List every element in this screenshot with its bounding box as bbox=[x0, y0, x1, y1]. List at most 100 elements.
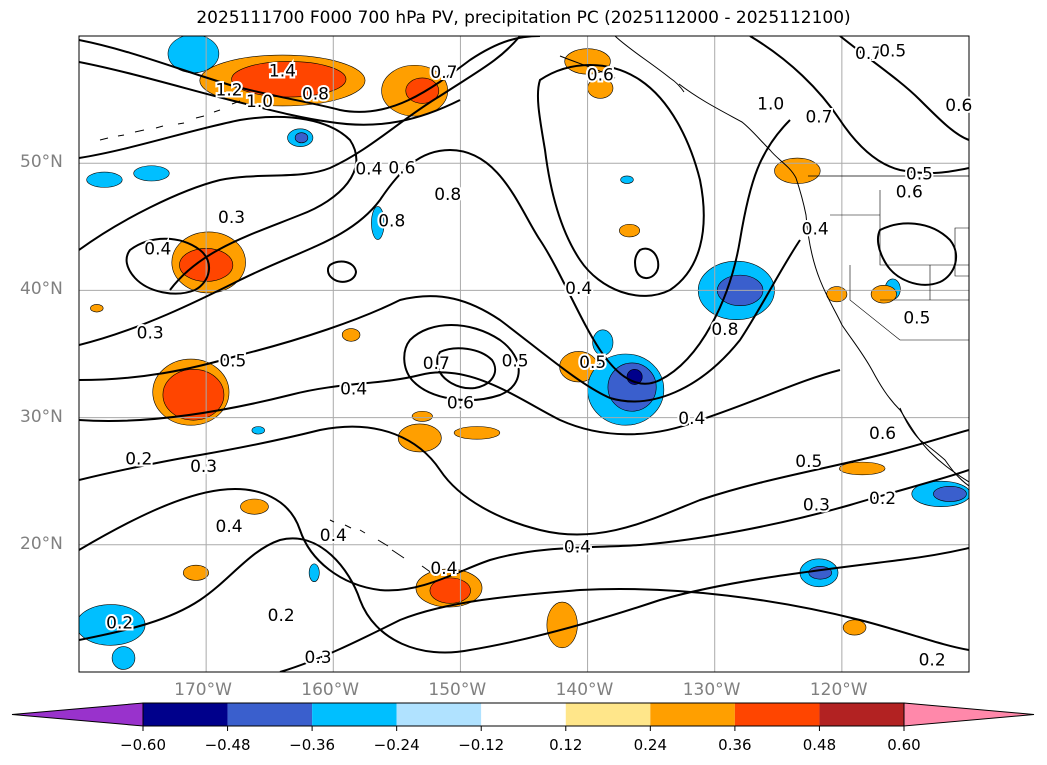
colorbar-segment bbox=[650, 703, 735, 726]
colorbar-tick-label: 0.48 bbox=[802, 736, 837, 754]
colorbar-segment bbox=[734, 703, 820, 726]
precip-patch bbox=[826, 286, 848, 303]
colorbar-tick-label: 0.12 bbox=[549, 736, 583, 754]
contour-label: 0.6 bbox=[447, 394, 474, 414]
contour-label: 0.3 bbox=[190, 457, 217, 477]
alaska-coastline bbox=[559, 36, 685, 93]
contour-label: 0.4 bbox=[678, 409, 705, 429]
contour-label: 0.4 bbox=[340, 380, 367, 400]
colorbar-segment bbox=[481, 703, 566, 726]
contour-label: 0.7 bbox=[805, 107, 832, 127]
contour-label: 0.4 bbox=[216, 517, 243, 537]
precip-patch bbox=[411, 410, 433, 422]
pv-contour bbox=[839, 36, 969, 141]
precip-patch bbox=[842, 619, 867, 636]
precip-patch bbox=[308, 563, 320, 582]
precip-patch bbox=[111, 646, 136, 670]
hawaii-islands bbox=[329, 519, 437, 577]
contour-labels: 1.41.21.0 0.80.7 0.60.70.50.61.00.70.50.60… bbox=[104, 39, 974, 672]
contour-label: 0.5 bbox=[219, 352, 246, 372]
precip-patch bbox=[546, 601, 578, 649]
pv-contour bbox=[634, 247, 660, 279]
contour-label: 0.2 bbox=[125, 450, 152, 470]
colorbar-tick-label: 0.24 bbox=[633, 736, 668, 754]
contour-label: 0.4 bbox=[565, 279, 592, 299]
longitude-label: 150°W bbox=[428, 680, 487, 700]
pv-contour bbox=[876, 222, 958, 286]
contour-label: 0.5 bbox=[879, 41, 906, 61]
chart-title: 2025111700 F000 700 hPa PV, precipitatio… bbox=[196, 8, 851, 28]
precip-patch bbox=[341, 328, 361, 342]
colorbar-extension-right bbox=[903, 702, 1035, 727]
state-borders bbox=[830, 190, 969, 341]
precip-patch bbox=[133, 165, 170, 182]
pv-contour bbox=[436, 347, 497, 390]
contour-label: 0.4 bbox=[320, 526, 347, 546]
latitude-label: 40°N bbox=[20, 279, 63, 300]
contour-label: 0.8 bbox=[302, 85, 329, 105]
contour-label: 0.5 bbox=[502, 352, 529, 372]
longitude-label: 120°W bbox=[809, 680, 868, 700]
contour-label: 0.8 bbox=[711, 320, 738, 340]
contour-label: 0.4 bbox=[430, 559, 457, 579]
contour-label: 1.4 bbox=[269, 62, 296, 82]
north-america-coastline bbox=[678, 83, 969, 483]
precip-patch bbox=[619, 223, 640, 238]
precip-patch bbox=[453, 426, 501, 440]
contour-label: 1.0 bbox=[757, 95, 784, 115]
colorbar-tick-label: −0.48 bbox=[204, 736, 251, 754]
colorbar bbox=[11, 702, 1035, 731]
pv-contour bbox=[79, 425, 969, 536]
precip-patch bbox=[397, 423, 442, 453]
contour-label: 0.5 bbox=[906, 165, 933, 185]
contour-label: 0.8 bbox=[378, 212, 405, 232]
precip-patch bbox=[251, 426, 265, 435]
pv-contour bbox=[79, 537, 969, 654]
contour-label: 0.2 bbox=[268, 606, 295, 626]
pv-contour bbox=[279, 588, 969, 672]
precip-patch bbox=[620, 175, 634, 184]
colorbar-tick-label: 0.60 bbox=[887, 736, 921, 754]
longitude-label: 160°W bbox=[301, 680, 360, 700]
colorbar-segment bbox=[565, 703, 651, 726]
precip-patch bbox=[231, 61, 347, 98]
colorbar-segment bbox=[819, 703, 904, 726]
precip-patch bbox=[839, 461, 886, 476]
contour-label: 0.3 bbox=[137, 324, 164, 344]
colorbar-segment bbox=[312, 703, 397, 726]
latitude-label: 50°N bbox=[20, 152, 63, 173]
colorbar-segment bbox=[396, 703, 482, 726]
contour-label: 0.5 bbox=[903, 308, 930, 328]
contour-label: 0.8 bbox=[434, 185, 461, 205]
longitude-label: 130°W bbox=[682, 680, 741, 700]
contour-label: 1.2 bbox=[216, 81, 243, 101]
contour-label: 0.7 bbox=[423, 354, 450, 374]
pv-contour bbox=[79, 115, 358, 291]
pv-contour bbox=[125, 237, 210, 295]
precip-patch bbox=[607, 362, 657, 412]
graticule bbox=[79, 36, 969, 672]
precip-patch bbox=[86, 171, 123, 188]
contour-label: 0.6 bbox=[388, 158, 415, 178]
precip-patch bbox=[933, 485, 967, 502]
contour-label: 0.4 bbox=[355, 160, 382, 180]
contour-label: 0.4 bbox=[564, 537, 591, 557]
pv-contour bbox=[79, 469, 969, 592]
contour-label: 0.2 bbox=[919, 651, 946, 671]
pv-contour bbox=[79, 119, 791, 385]
contour-label: 0.3 bbox=[305, 648, 332, 668]
colorbar-tick-label: −0.12 bbox=[458, 736, 505, 754]
precip-patch bbox=[870, 285, 897, 304]
colorbar-segment bbox=[143, 703, 228, 726]
contour-label: 0.7 bbox=[430, 63, 457, 83]
contour-label: 0.4 bbox=[144, 240, 171, 260]
latitude-label: 30°N bbox=[20, 406, 63, 427]
contour-label: 0.6 bbox=[896, 182, 923, 202]
pv-contour bbox=[79, 239, 801, 403]
contour-label: 0.5 bbox=[795, 452, 822, 472]
longitude-label: 170°W bbox=[174, 680, 232, 700]
pv-contour bbox=[79, 36, 541, 113]
colorbar-frame bbox=[142, 702, 905, 727]
precip-patch bbox=[90, 304, 104, 313]
